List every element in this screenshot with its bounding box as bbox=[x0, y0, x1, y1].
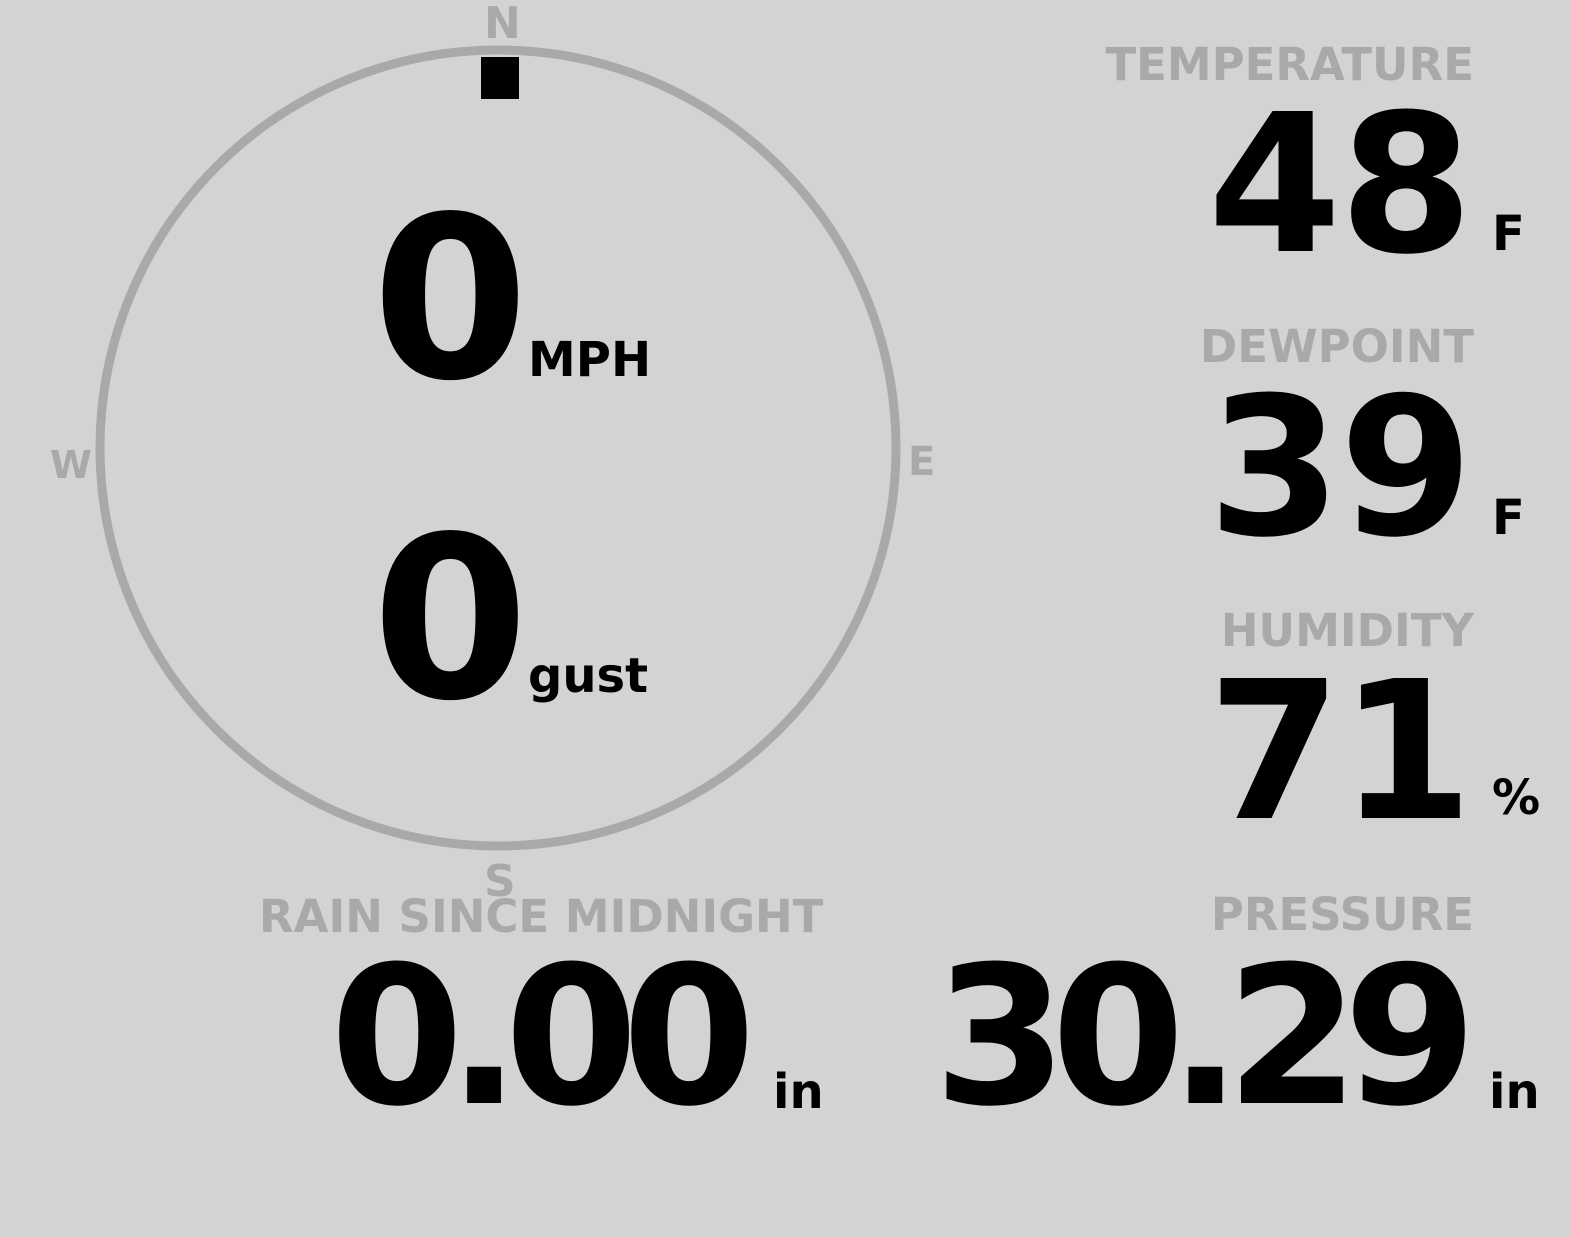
compass-south: S bbox=[484, 856, 516, 907]
wind-gust-value: 0 bbox=[372, 489, 529, 751]
humidity-label: HUMIDITY bbox=[1220, 604, 1474, 657]
dewpoint-value: 39 bbox=[1207, 357, 1473, 580]
temperature-value: 48 bbox=[1207, 74, 1473, 297]
compass-ring bbox=[95, 45, 901, 851]
wind-gust-label: gust bbox=[528, 648, 649, 704]
wind-direction-marker bbox=[481, 57, 519, 99]
temperature-label: TEMPERATURE bbox=[1105, 38, 1474, 91]
humidity-unit: % bbox=[1492, 770, 1541, 826]
compass-west: W bbox=[50, 443, 92, 487]
rain-unit: in bbox=[773, 1064, 824, 1120]
compass-east: E bbox=[908, 439, 936, 485]
pressure-unit: in bbox=[1489, 1064, 1540, 1120]
compass-north: N bbox=[484, 0, 521, 49]
wind-speed-value: 0 bbox=[372, 169, 529, 431]
rain-label: RAIN SINCE MIDNIGHT bbox=[259, 890, 824, 943]
dewpoint-label: DEWPOINT bbox=[1199, 320, 1474, 373]
temperature-unit: F bbox=[1492, 206, 1525, 262]
humidity-value: 71 bbox=[1207, 641, 1473, 864]
pressure-value: 30.29 bbox=[933, 926, 1477, 1149]
pressure-label: PRESSURE bbox=[1210, 888, 1474, 941]
wind-speed-unit: MPH bbox=[528, 332, 652, 388]
dewpoint-unit: F bbox=[1492, 490, 1525, 546]
rain-value: 0.00 bbox=[330, 926, 756, 1149]
